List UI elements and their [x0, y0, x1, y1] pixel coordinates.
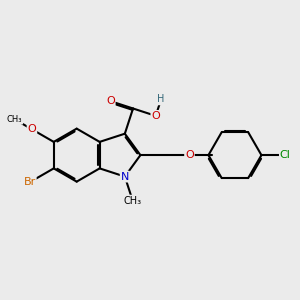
Text: O: O	[28, 124, 36, 134]
Text: N: N	[121, 172, 129, 182]
Text: Cl: Cl	[280, 150, 291, 160]
Text: H: H	[158, 94, 165, 104]
Text: O: O	[106, 96, 115, 106]
Text: Br: Br	[23, 177, 36, 187]
Text: CH₃: CH₃	[7, 115, 22, 124]
Text: O: O	[185, 150, 194, 160]
Text: CH₃: CH₃	[124, 196, 142, 206]
Text: O: O	[151, 111, 160, 121]
